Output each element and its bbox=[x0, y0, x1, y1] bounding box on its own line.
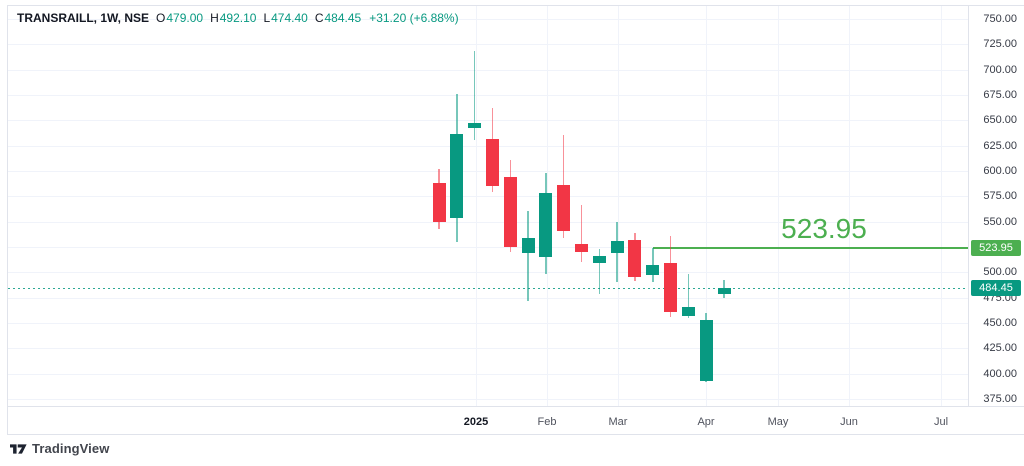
gridline-horizontal bbox=[8, 323, 969, 324]
candle-body bbox=[485, 138, 499, 187]
last-price-badge: 484.45 bbox=[971, 280, 1021, 297]
chart-canvas[interactable]: 523.95 bbox=[7, 5, 969, 407]
candle-wick bbox=[687, 274, 690, 318]
price-tick-label: 625.00 bbox=[983, 139, 1017, 152]
gridline-horizontal bbox=[8, 120, 969, 122]
gridline-horizontal bbox=[8, 69, 969, 71]
gridline-vertical bbox=[618, 6, 619, 407]
gridline-horizontal bbox=[8, 221, 969, 223]
price-tick-label: 450.00 bbox=[983, 317, 1017, 329]
last-price-dotted-line bbox=[8, 288, 969, 290]
symbol-legend[interactable]: TRANSRAILL, 1W, NSE O479.00 H492.10 L474.4… bbox=[17, 11, 459, 26]
gridline-vertical bbox=[941, 6, 942, 407]
candle-body bbox=[432, 183, 446, 222]
price-tick-label: 600.00 bbox=[983, 165, 1017, 177]
price-tick-label: 725.00 bbox=[983, 38, 1017, 51]
gridline-vertical bbox=[706, 6, 707, 407]
price-tick-label: 500.00 bbox=[983, 266, 1017, 279]
ohlc-value: 492.10 bbox=[219, 11, 257, 25]
candle-wick bbox=[598, 249, 601, 294]
tradingview-attribution[interactable]: TradingView bbox=[10, 441, 109, 456]
time-tick-label: 2025 bbox=[463, 416, 489, 428]
candle-body bbox=[664, 263, 678, 312]
price-tick-label: 575.00 bbox=[983, 190, 1017, 203]
time-tick-label: Feb bbox=[537, 416, 557, 428]
tradingview-logo-icon bbox=[10, 443, 27, 454]
symbol-title: TRANSRAILL, 1W, NSE bbox=[17, 11, 150, 25]
gridline-horizontal bbox=[8, 19, 969, 20]
candle-body bbox=[610, 240, 624, 254]
ohlc-key: L bbox=[263, 11, 271, 25]
ohlc-value: 474.40 bbox=[271, 11, 308, 25]
candle-body bbox=[646, 265, 660, 276]
ohlc-segment: L474.40 bbox=[263, 11, 307, 26]
price-tick-label: 550.00 bbox=[983, 215, 1017, 228]
candle-body bbox=[450, 133, 464, 218]
gridline-horizontal bbox=[8, 247, 969, 248]
tradingview-brand-text: TradingView bbox=[32, 441, 110, 456]
price-tick-label: 425.00 bbox=[983, 342, 1017, 355]
candle-body bbox=[717, 288, 731, 294]
ohlc-values: O479.00 H492.10 L474.40 C484.45 bbox=[156, 11, 361, 26]
candle-body bbox=[539, 193, 553, 258]
gridline-horizontal bbox=[8, 272, 969, 274]
ohlc-segment: H492.10 bbox=[210, 11, 256, 26]
horizontal-level-line[interactable] bbox=[652, 247, 969, 250]
price-tick-label: 750.00 bbox=[983, 13, 1017, 25]
candle-body bbox=[468, 123, 482, 129]
ohlc-key: H bbox=[210, 11, 219, 25]
gridline-horizontal bbox=[8, 196, 969, 198]
gridline-horizontal bbox=[8, 297, 969, 299]
ohlc-key: O bbox=[156, 11, 166, 25]
gridline-horizontal bbox=[8, 44, 969, 46]
ohlc-key: C bbox=[314, 11, 324, 25]
price-tick-label: 700.00 bbox=[983, 63, 1017, 76]
candle-body bbox=[699, 319, 713, 381]
time-axis[interactable]: 2025 Feb Mar Apr May Jun Jul bbox=[7, 406, 1024, 435]
price-tick-label: 650.00 bbox=[983, 114, 1017, 127]
time-tick-label: May bbox=[767, 416, 789, 428]
gridline-horizontal bbox=[8, 95, 969, 96]
time-tick-label: Jul bbox=[933, 416, 949, 428]
time-tick-label: Apr bbox=[697, 416, 715, 428]
ohlc-segment: O479.00 bbox=[156, 11, 203, 26]
time-tick-label: Jun bbox=[840, 416, 858, 428]
candle-wick bbox=[580, 205, 583, 263]
ohlc-value: 479.00 bbox=[166, 11, 204, 25]
ohlc-segment: C484.45 bbox=[315, 11, 361, 26]
gridline-horizontal bbox=[8, 399, 969, 400]
change-value: +31.20 (+6.88%) bbox=[369, 11, 459, 25]
level-price-badge: 523.95 bbox=[971, 240, 1021, 257]
price-tick-label: 675.00 bbox=[983, 89, 1017, 101]
gridline-vertical bbox=[476, 6, 477, 407]
price-tick-label: 400.00 bbox=[983, 367, 1017, 380]
candle-body bbox=[557, 185, 571, 231]
price-axis[interactable]: 750.00 725.00 700.00 675.00 650.00 625.00 600.… bbox=[968, 5, 1024, 407]
candle-wick bbox=[473, 51, 476, 140]
candle-body bbox=[575, 243, 588, 253]
ohlc-value: 484.45 bbox=[324, 11, 362, 25]
candle-body bbox=[503, 177, 517, 247]
candle-body bbox=[592, 256, 606, 264]
time-tick-label: Mar bbox=[608, 416, 628, 428]
level-price-label: 523.95 bbox=[781, 213, 867, 244]
price-tick-label: 375.00 bbox=[983, 393, 1017, 405]
candle-body bbox=[521, 237, 535, 254]
gridline-vertical bbox=[778, 6, 779, 407]
candle-wick bbox=[527, 210, 529, 301]
candle-body bbox=[628, 239, 642, 278]
gridline-vertical bbox=[849, 6, 850, 407]
candle-body bbox=[681, 306, 695, 316]
gridline-horizontal bbox=[8, 373, 969, 375]
gridline-horizontal bbox=[8, 348, 969, 350]
